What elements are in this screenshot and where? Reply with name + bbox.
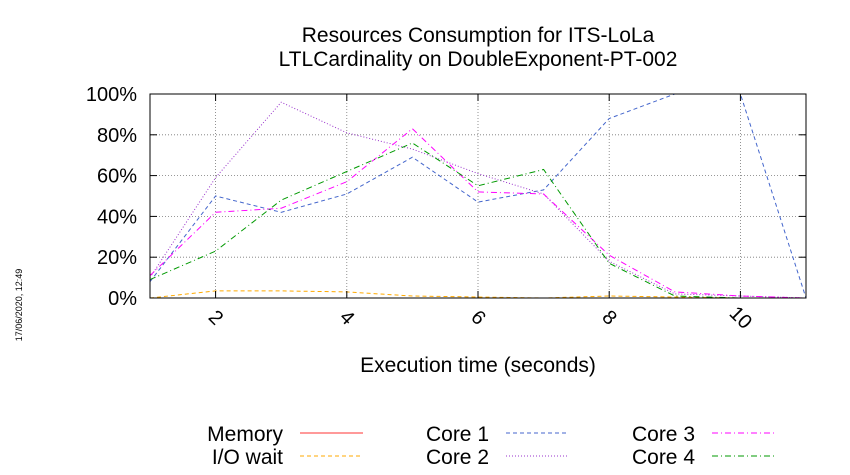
y-tick-label: 20% xyxy=(97,247,137,269)
grid-layer xyxy=(150,94,806,298)
legend-label: Core 4 xyxy=(632,446,695,469)
x-tick-label: 4 xyxy=(335,306,358,329)
series-line-core-3 xyxy=(149,128,807,299)
legend-label: Core 3 xyxy=(632,423,695,446)
x-tick-label: 6 xyxy=(466,306,489,329)
series-line-core-2 xyxy=(149,101,807,299)
x-tick-label: 10 xyxy=(725,302,756,333)
legend-label: Memory xyxy=(207,423,283,446)
x-axis-label: Execution time (seconds) xyxy=(360,354,596,377)
chart-title-line-2: LTLCardinality on DoubleExponent-PT-002 xyxy=(279,48,678,71)
x-tick-label: 2 xyxy=(204,306,227,329)
series-line-core-4 xyxy=(149,142,806,299)
legend-label: I/O wait xyxy=(212,446,283,469)
y-tick-label: 100% xyxy=(86,84,137,106)
y-tick-label: 80% xyxy=(97,125,137,147)
legend-label: Core 2 xyxy=(426,446,489,469)
chart-title-line-1: Resources Consumption for ITS-LoLa xyxy=(302,24,655,47)
timestamp: 17/06/2020, 12:49 xyxy=(14,269,24,342)
x-tick-label: 8 xyxy=(597,306,620,329)
legend-label: Core 1 xyxy=(426,423,489,446)
y-tick-label: 0% xyxy=(108,288,137,310)
y-tick-label: 60% xyxy=(97,166,137,188)
series-line-i-o-wait xyxy=(149,290,806,299)
y-tick-label: 40% xyxy=(97,206,137,228)
